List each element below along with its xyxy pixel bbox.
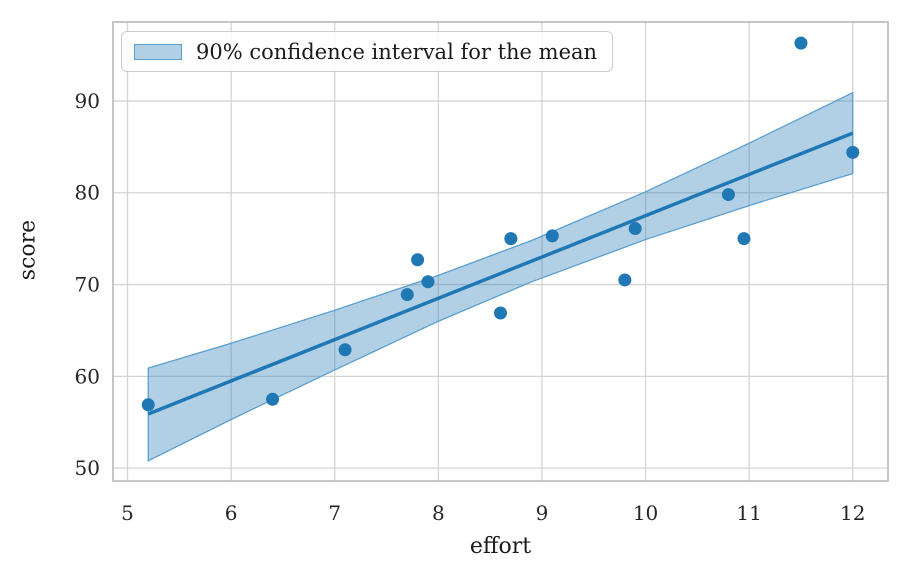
scatter-point — [721, 188, 735, 202]
y-tick-label: 70 — [75, 273, 100, 297]
scatter-point — [628, 222, 642, 236]
scatter-point — [266, 392, 280, 406]
regression-line — [147, 131, 854, 416]
y-tick-label: 50 — [75, 456, 100, 480]
axes-frame — [112, 21, 889, 482]
legend: 90% confidence interval for the mean — [121, 31, 614, 72]
scatter-point — [421, 275, 435, 289]
x-tick-label: 6 — [225, 501, 238, 525]
x-tick-label: 12 — [840, 501, 865, 525]
scatter-point — [400, 288, 414, 302]
scatter-point — [141, 398, 155, 412]
y-tick-label: 60 — [75, 364, 100, 388]
y-axis-label: score — [15, 219, 41, 281]
scatter-point — [504, 232, 518, 246]
x-tick-label: 5 — [121, 501, 134, 525]
x-tick-label: 7 — [328, 501, 341, 525]
x-tick-label: 10 — [633, 501, 658, 525]
legend-label: 90% confidence interval for the mean — [196, 39, 598, 64]
scatter-point — [494, 306, 507, 320]
x-tick-label: 11 — [736, 501, 761, 525]
ci-band — [147, 91, 854, 462]
scatter-point — [411, 253, 425, 267]
scatter-point — [618, 273, 632, 287]
y-tick-label: 90 — [75, 89, 100, 113]
ci-band-swatch — [134, 43, 182, 60]
x-tick-label: 9 — [536, 501, 549, 525]
x-axis-label: effort — [469, 534, 532, 559]
scatter-point — [545, 229, 559, 243]
y-tick-label: 80 — [75, 181, 100, 205]
scatter-point — [794, 36, 808, 50]
x-tick-label: 8 — [432, 501, 445, 525]
scatter-point — [846, 145, 860, 159]
scatter-point — [737, 232, 751, 246]
scatter-point — [338, 343, 352, 357]
